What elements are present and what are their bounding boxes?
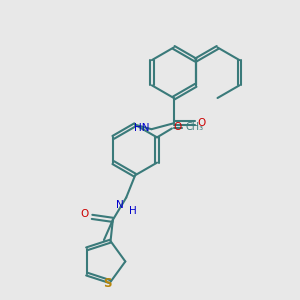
- Text: O: O: [197, 118, 205, 128]
- Text: S: S: [103, 277, 111, 290]
- Text: N: N: [116, 200, 124, 210]
- Text: H: H: [129, 206, 136, 216]
- Text: O: O: [173, 122, 181, 132]
- Text: CH₃: CH₃: [185, 122, 203, 132]
- Text: O: O: [81, 209, 89, 219]
- Text: HN: HN: [134, 123, 150, 133]
